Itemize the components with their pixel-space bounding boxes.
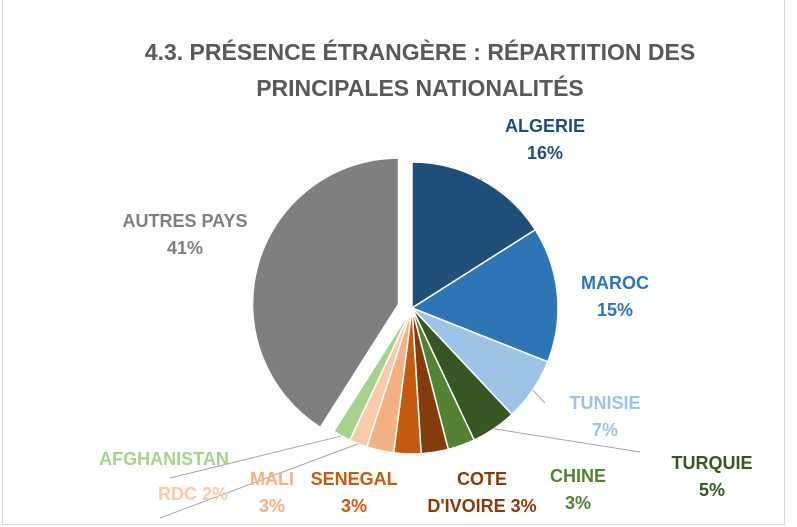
- data-label: ALGERIE 16%: [500, 113, 590, 167]
- data-label: COTE D'IVOIRE 3%: [425, 466, 539, 520]
- value-label: 5%: [698, 480, 725, 500]
- category-label: AFGHANISTAN: [99, 449, 229, 469]
- data-label: MAROC 15%: [575, 270, 655, 324]
- category-label: AUTRES PAYS: [122, 211, 248, 231]
- category-label: TUNISIE: [569, 393, 641, 413]
- data-label: MALI 3%: [242, 466, 302, 520]
- leader-line: [493, 428, 641, 453]
- data-label: AUTRES PAYS 41%: [105, 208, 265, 262]
- category-label: CHINE: [549, 466, 606, 486]
- category-label: COTE D'IVOIRE: [427, 469, 507, 516]
- chart-title: 4.3. PRÉSENCE ÉTRANGÈRE : RÉPARTITION DE…: [144, 39, 696, 101]
- value-label: 3%: [510, 496, 537, 516]
- value-label: 15%: [596, 300, 634, 320]
- data-label: SENEGAL 3%: [309, 466, 399, 520]
- leader-line: [159, 443, 359, 519]
- category-label: ALGERIE: [504, 116, 585, 136]
- value-label: 3%: [340, 496, 367, 516]
- leader-line: [169, 435, 342, 479]
- value-label: 3%: [258, 496, 285, 516]
- category-label: RDC: [157, 484, 197, 504]
- value-label: 41%: [166, 238, 204, 258]
- category-label: MAROC: [581, 273, 649, 293]
- category-label: SENEGAL: [310, 469, 398, 489]
- value-label: 7%: [591, 420, 618, 440]
- leader-line: [532, 389, 546, 404]
- category-label: TURQUIE: [671, 453, 753, 473]
- pie-slice: [410, 228, 559, 363]
- pie-slice: [251, 157, 400, 429]
- data-label: AFGHANISTAN: [84, 446, 244, 473]
- category-label: MALI: [250, 469, 294, 489]
- data-label: CHINE 3%: [543, 463, 613, 517]
- leader-line: [479, 177, 483, 181]
- chart-frame: [2, 0, 785, 525]
- data-label: RDC 2%: [133, 481, 253, 508]
- value-label: 3%: [564, 493, 591, 513]
- data-label: TUNISIE 7%: [565, 390, 645, 444]
- data-label: TURQUIE 5%: [667, 450, 757, 504]
- value-label: 2%: [202, 484, 229, 504]
- pie-slice: [411, 161, 537, 310]
- value-label: 16%: [526, 143, 564, 163]
